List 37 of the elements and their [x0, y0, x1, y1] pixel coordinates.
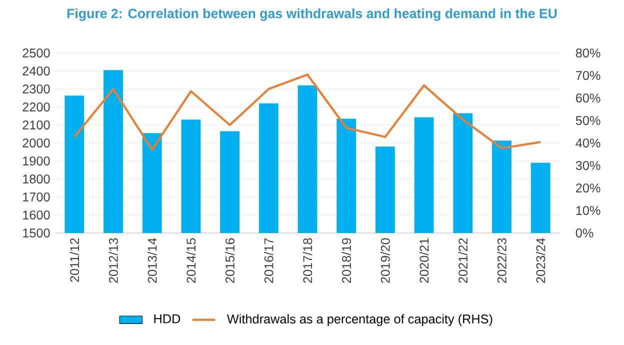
y-tick-label: 2300 — [22, 84, 50, 94]
y2-tick-label: 10% — [576, 206, 600, 215]
y-tick-label: 2400 — [22, 66, 50, 76]
x-tick-label: 2021/22 — [458, 238, 468, 283]
y-tick-label: 2200 — [22, 102, 50, 112]
x-tick-label: 2023/24 — [536, 238, 546, 283]
chart-title: Figure 2: Correlation between gas withdrawals and heating demand in the EU — [67, 8, 557, 21]
y-tick-label: 1500 — [23, 228, 50, 238]
x-tick-label: 2020/21 — [419, 238, 429, 283]
x-tick-label: 2012/13 — [108, 238, 118, 283]
y2-tick-label: 70% — [576, 71, 600, 80]
x-tick-label: 2011/12 — [70, 238, 80, 282]
y2-tick-label: 0% — [576, 228, 594, 238]
y-tick-label: 1900 — [23, 156, 50, 166]
y2-tick-label: 50% — [576, 116, 600, 125]
x-tick-label: 2014/15 — [186, 238, 196, 283]
x-tick-label: 2015/16 — [225, 238, 234, 283]
x-tick-label: 2016/17 — [264, 238, 274, 283]
y2-tick-label: 20% — [576, 184, 600, 192]
y2-tick-label: 30% — [576, 161, 600, 170]
y-tick-label: 1800 — [23, 174, 50, 184]
y2-tick-label: 60% — [576, 94, 600, 102]
y-tick-label: 1600 — [23, 210, 50, 220]
legend-label: Withdrawals as a percentage of capacity (RHS) — [226, 314, 492, 326]
legend-label: HDD — [154, 314, 180, 324]
y-tick-label: 2500 — [22, 48, 50, 58]
line-series — [73, 74, 542, 151]
x-tick-label: 2017/18 — [302, 238, 312, 283]
y2-tick-label: 80% — [576, 48, 600, 58]
y-tick-label: 2100 — [22, 120, 50, 130]
y-tick-label: 2000 — [22, 138, 50, 148]
x-tick-label: 2018/19 — [342, 238, 352, 283]
x-tick-label: 2022/23 — [497, 238, 506, 283]
y-tick-label: 1700 — [23, 192, 50, 202]
x-tick-label: 2019/20 — [380, 238, 390, 283]
x-tick-label: 2013/14 — [147, 238, 157, 283]
y2-tick-label: 40% — [576, 138, 600, 148]
